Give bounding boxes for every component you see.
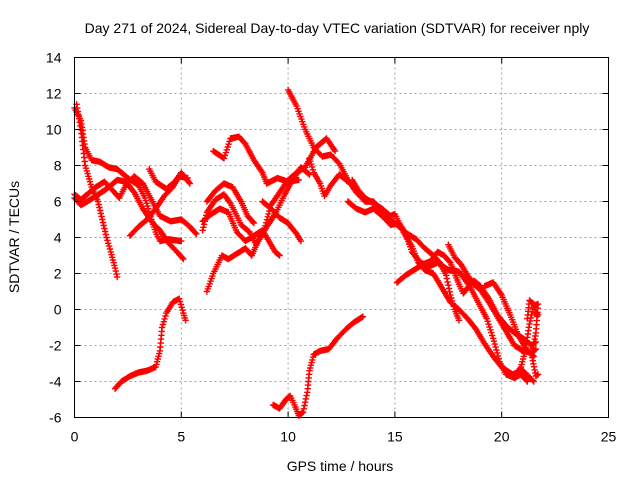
x-tick-label: 10 (280, 429, 296, 445)
y-axis-ticks: -6 -4 -2 0 2 4 6 8 10 12 14 (46, 50, 609, 426)
x-tick-label: 15 (387, 429, 403, 445)
x-axis-ticks: 0 5 10 15 20 25 (71, 57, 617, 445)
y-tick-label: 12 (46, 86, 62, 102)
series-arc-06 (146, 165, 193, 193)
series-arc-22 (511, 300, 542, 380)
series-arc-16 (306, 155, 352, 200)
y-tick-label: -6 (49, 410, 62, 426)
series-arc-24 (269, 313, 367, 419)
x-tick-label: 20 (494, 429, 510, 445)
series-arc-18 (349, 176, 537, 385)
data-point-markers (524, 297, 542, 322)
y-tick-label: 8 (54, 158, 62, 174)
y-tick-label: 14 (46, 50, 62, 66)
y-tick-label: -2 (49, 338, 62, 354)
data-point-markers (306, 155, 352, 200)
data-point-markers (146, 165, 193, 193)
y-tick-label: -4 (49, 374, 62, 390)
series-arc-07 (111, 295, 189, 392)
data-point-markers (203, 180, 258, 227)
series-arc-23 (524, 297, 542, 322)
data-point-markers (111, 295, 189, 392)
y-tick-label: 10 (46, 122, 62, 138)
y-tick-label: 6 (54, 194, 62, 210)
y-tick-label: 4 (54, 230, 62, 246)
x-tick-label: 0 (71, 429, 79, 445)
y-tick-label: 0 (54, 302, 62, 318)
x-tick-label: 5 (177, 429, 185, 445)
gridlines (74, 57, 609, 418)
data-series (71, 86, 542, 419)
data-point-markers (269, 313, 367, 419)
x-axis-title: GPS time / hours (287, 458, 394, 474)
y-tick-label: 2 (54, 266, 62, 282)
series-arc-11 (203, 180, 258, 227)
x-tick-label: 25 (601, 429, 617, 445)
y-axis-title: SDTVAR / TECUs (6, 181, 22, 293)
chart-title: Day 271 of 2024, Sidereal Day-to-day VTE… (85, 20, 590, 36)
data-point-markers (511, 300, 542, 380)
data-point-markers (349, 176, 537, 385)
